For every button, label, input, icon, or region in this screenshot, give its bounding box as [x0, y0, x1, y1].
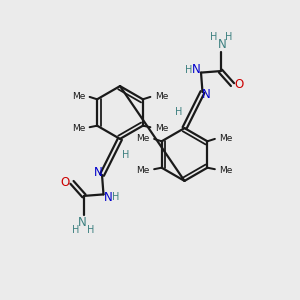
Text: H: H — [112, 192, 120, 202]
Text: N: N — [192, 63, 201, 76]
Text: Me: Me — [155, 124, 168, 133]
Text: H: H — [210, 32, 218, 42]
Text: N: N — [94, 166, 103, 179]
Text: N: N — [103, 191, 112, 204]
Text: N: N — [218, 38, 226, 52]
Text: Me: Me — [219, 134, 233, 143]
Text: O: O — [235, 78, 244, 91]
Text: H: H — [225, 32, 233, 42]
Text: Me: Me — [136, 134, 150, 143]
Text: H: H — [175, 106, 182, 117]
Text: H: H — [185, 65, 192, 75]
Text: O: O — [61, 176, 70, 189]
Text: Me: Me — [72, 124, 85, 133]
Text: Me: Me — [136, 166, 150, 175]
Text: Me: Me — [72, 92, 85, 101]
Text: N: N — [78, 215, 87, 229]
Text: Me: Me — [155, 92, 168, 101]
Text: H: H — [72, 225, 79, 235]
Text: N: N — [202, 88, 211, 101]
Text: Me: Me — [219, 166, 233, 175]
Text: H: H — [122, 150, 130, 161]
Text: H: H — [87, 225, 94, 235]
